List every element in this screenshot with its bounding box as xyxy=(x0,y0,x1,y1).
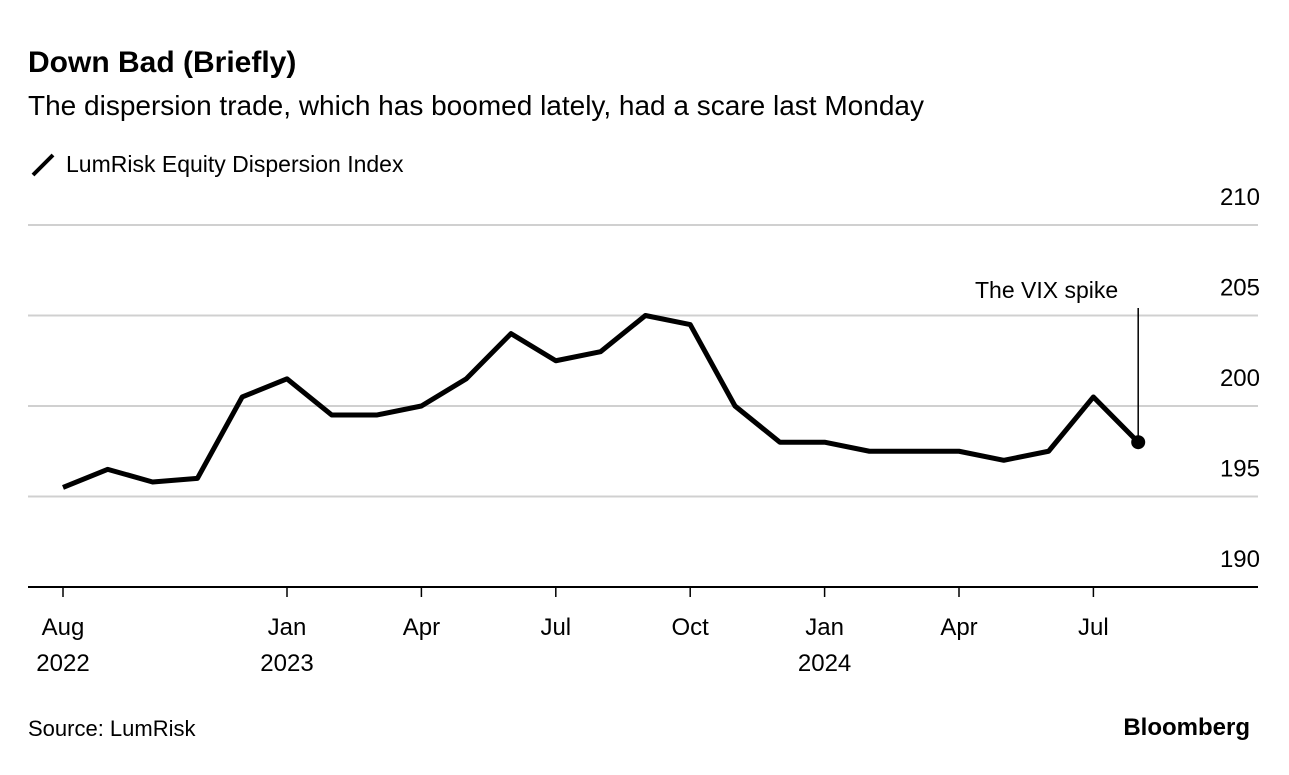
y-tick-label: 190 xyxy=(1220,546,1260,573)
x-tick-year: 2022 xyxy=(36,650,89,677)
chart-title: Down Bad (Briefly) xyxy=(28,46,296,79)
legend-label: LumRisk Equity Dispersion Index xyxy=(66,151,404,177)
y-tick-label: 200 xyxy=(1220,365,1260,392)
x-tick-label: Jul xyxy=(540,614,571,641)
x-tick-label: Aug xyxy=(42,614,85,641)
chart-subtitle: The dispersion trade, which has boomed l… xyxy=(28,90,924,121)
x-tick-label: Jan xyxy=(268,614,307,641)
x-tick-label: Oct xyxy=(672,614,710,641)
y-tick-label: 205 xyxy=(1220,275,1260,302)
legend-swatch xyxy=(31,153,55,177)
x-tick-label: Apr xyxy=(940,614,977,641)
y-tick-label: 195 xyxy=(1220,456,1260,483)
x-tick-label: Jul xyxy=(1078,614,1109,641)
x-tick-label: Jan xyxy=(805,614,844,641)
source: Source: LumRisk xyxy=(28,716,197,741)
x-tick-year: 2023 xyxy=(260,650,313,677)
y-tick-label: 210 xyxy=(1220,184,1260,211)
x-tick-year: 2024 xyxy=(798,650,851,677)
brand: Bloomberg xyxy=(1123,714,1250,741)
annotation-dot xyxy=(1131,435,1146,450)
series-line xyxy=(62,313,1140,490)
annotation-text: The VIX spike xyxy=(975,277,1118,303)
x-tick-label: Apr xyxy=(403,614,440,641)
